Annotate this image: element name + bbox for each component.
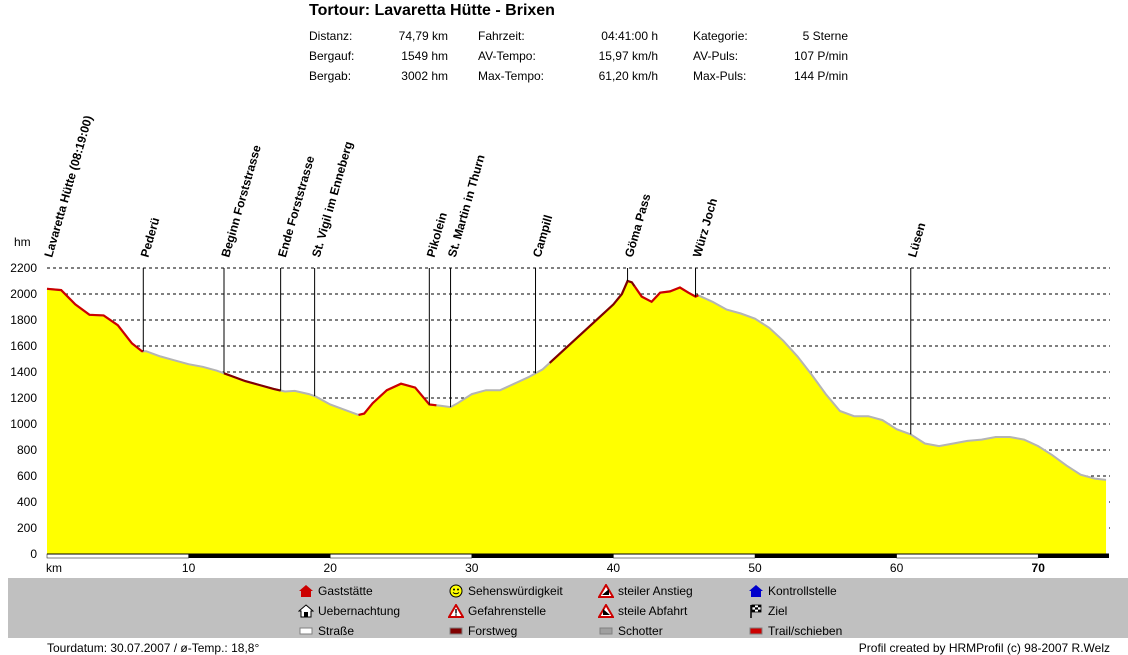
y-tick-label: 1600: [10, 339, 37, 353]
stat-value-max-puls: 144 P/min: [793, 69, 848, 83]
legend-item-gaststaette: Gaststätte: [298, 582, 373, 598]
stat-label-max-puls: Max-Puls:: [693, 69, 747, 83]
legend-item-schotter: Schotter: [598, 622, 663, 638]
gravel-icon: [598, 624, 614, 638]
chart-title: Tortour: Lavaretta Hütte - Brixen: [309, 2, 555, 19]
stat-label-bergauf: Bergauf:: [309, 49, 355, 63]
x-tick-label: 40: [607, 561, 621, 575]
steep-up-icon: [597, 582, 615, 598]
elevation-area: [47, 281, 1107, 554]
stat-label-bergab: Bergab:: [309, 69, 352, 83]
y-tick-label: 800: [17, 443, 37, 457]
stat-value-bergab: 3002 hm: [401, 69, 448, 83]
y-tick-label: 400: [17, 495, 37, 509]
stat-value-max-tempo: 61,20 km/h: [598, 69, 658, 83]
y-tick-label: 200: [17, 521, 37, 535]
x-axis-segment: [613, 553, 756, 559]
x-tick-label: 10: [182, 561, 196, 575]
legend-item-steile-abfahrt: steile Abfahrt: [597, 602, 687, 618]
footer-credits: Profil created by HRMProfil (c) 98-2007 …: [858, 641, 1110, 655]
forest-road-icon: [448, 624, 464, 638]
y-axis-label: hm: [14, 235, 31, 249]
legend-item-steiler-anstieg: steiler Anstieg: [597, 582, 693, 598]
waypoint-label: St. Vigil im Enneberg: [309, 140, 355, 259]
elevation-profile-chart: hm km Lavaretta Hütte (08:19:00) Pederü Be…: [10, 114, 1110, 575]
trail-icon: [748, 624, 764, 638]
x-axis-segment: [329, 553, 473, 559]
y-tick-label: 1200: [10, 391, 37, 405]
waypoint-label: Lüsen: [905, 221, 928, 259]
stat-label-kategorie: Kategorie:: [693, 29, 748, 43]
stat-value-kategorie: 5 Sterne: [802, 29, 848, 43]
x-axis-segment: [755, 554, 897, 558]
x-axis-segment: [471, 554, 614, 558]
house-outline-icon: [297, 604, 315, 618]
x-tick-label: 20: [324, 561, 338, 575]
stat-label-distanz: Distanz:: [309, 29, 353, 43]
legend-item-uebernachtung: Uebernachtung: [297, 602, 400, 618]
y-tick-label: 2200: [10, 261, 37, 275]
stat-value-av-tempo: 15,97 km/h: [598, 49, 658, 63]
x-tick-label: 50: [748, 561, 762, 575]
stat-value-av-puls: 107 P/min: [793, 49, 848, 63]
legend-item-sehenswuerdigkeit: Sehenswürdigkeit: [448, 582, 563, 598]
y-tick-label: 1400: [10, 365, 37, 379]
y-tick-label: 600: [17, 469, 37, 483]
steep-down-icon: [597, 602, 615, 618]
house-red-icon: [298, 584, 314, 598]
x-axis-segment: [1038, 554, 1109, 558]
waypoint-label: Göma Pass: [622, 192, 654, 259]
warning-icon: [447, 602, 465, 618]
waypoint-label: Pederü: [138, 216, 163, 259]
x-axis-segment: [896, 553, 1039, 559]
legend-item-strasse: Straße: [298, 622, 354, 638]
stat-label-max-tempo: Max-Tempo:: [478, 69, 545, 83]
legend-panel: Gaststätte Uebernachtung Straße Sehenswü…: [8, 578, 1128, 638]
finish-flag-icon: [748, 604, 764, 618]
waypoint-label: St. Martin in Thurn: [445, 153, 488, 259]
stat-label-av-puls: AV-Puls:: [693, 49, 739, 63]
surface-segment: [223, 372, 281, 392]
legend-item-trail: Trail/schieben: [748, 622, 842, 638]
house-blue-icon: [748, 584, 764, 598]
waypoint-label: Ende Forststrasse: [275, 154, 317, 259]
x-tick-label: 30: [465, 561, 479, 575]
stat-value-bergauf: 1549 hm: [401, 49, 448, 63]
surface-segment: [46, 287, 144, 353]
smiley-icon: [448, 584, 464, 598]
x-tick-label: 60: [890, 561, 904, 575]
legend-item-gefahrenstelle: Gefahrenstelle: [447, 602, 546, 618]
waypoint-label: Würz Joch: [690, 197, 720, 259]
stat-value-fahrzeit: 04:41:00 h: [601, 29, 658, 43]
surface-segment: [548, 279, 636, 364]
y-tick-label: 1000: [10, 417, 37, 431]
stat-label-fahrzeit: Fahrzeit:: [478, 29, 525, 43]
legend-item-forstweg: Forstweg: [448, 622, 517, 638]
stat-value-distanz: 74,79 km: [398, 29, 448, 43]
stat-label-av-tempo: AV-Tempo:: [478, 49, 536, 63]
y-tick-label: 2000: [10, 287, 37, 301]
y-tick-label: 1800: [10, 313, 37, 327]
legend-item-kontrollstelle: Kontrollstelle: [748, 582, 837, 598]
road-white-icon: [298, 624, 314, 638]
waypoint-label: Lavaretta Hütte (08:19:00): [41, 114, 95, 259]
surface-segment: [633, 285, 699, 304]
x-axis-segment: [188, 554, 331, 558]
y-tick-label: 0: [30, 547, 37, 561]
surface-segment: [358, 382, 437, 416]
waypoint-label: Beginn Forststrasse: [218, 143, 264, 259]
x-axis-label: km: [46, 561, 62, 575]
x-axis-segment: [46, 553, 189, 559]
waypoint-label: Campill: [530, 213, 555, 259]
legend-item-ziel: Ziel: [748, 602, 787, 618]
footer-tour-info: Tourdatum: 30.07.2007 / ø-Temp.: 18,8°: [47, 641, 260, 655]
x-tick-label: 70: [1032, 561, 1046, 575]
